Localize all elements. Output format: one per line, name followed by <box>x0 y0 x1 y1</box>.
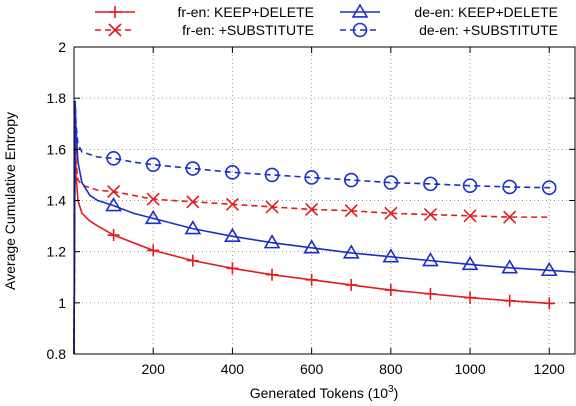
y-tick-label: 1.4 <box>47 193 67 209</box>
series-marker <box>503 294 516 307</box>
series-line <box>73 110 550 355</box>
y-tick-label: 2 <box>58 39 66 55</box>
series-marker <box>502 179 517 195</box>
series-marker <box>342 244 360 259</box>
series-marker <box>264 167 280 183</box>
series-marker <box>146 192 160 206</box>
series-marker <box>304 170 319 185</box>
y-tick-label: 0.8 <box>47 346 67 362</box>
series-marker <box>107 184 121 199</box>
series-marker <box>303 239 321 254</box>
legend-item: fr-en: +SUBSTITUTE <box>95 22 314 38</box>
series-marker <box>501 259 519 274</box>
series-marker <box>345 278 358 291</box>
series-marker <box>144 209 162 225</box>
series-marker <box>226 262 239 275</box>
series-marker <box>424 287 437 300</box>
legend-marker <box>351 3 369 18</box>
series-marker <box>186 195 200 209</box>
x-axis-label: Generated Tokens (103) <box>250 384 399 401</box>
legend-item: fr-en: KEEP+DELETE <box>95 4 314 20</box>
legend-marker <box>108 23 122 37</box>
ticks: 0.8 1 1.2 1.4 1.6 1.8 2 200 400 600 800 1000 1200 <box>47 39 575 377</box>
series-marker <box>343 172 359 188</box>
series-marker <box>422 252 439 267</box>
series-marker <box>105 197 123 212</box>
y-tick-label: 1.2 <box>47 244 67 260</box>
x-axis-label-text: Generated Tokens (10 <box>250 385 388 401</box>
legend: fr-en: KEEP+DELETE fr-en: +SUBSTITUTE de-e… <box>95 3 558 38</box>
x-tick-label: 800 <box>379 361 403 377</box>
series-2 <box>73 110 550 355</box>
y-tick-label: 1.8 <box>47 90 67 106</box>
series-marker <box>503 210 517 224</box>
plot-frame <box>73 46 576 355</box>
series-marker <box>344 204 358 218</box>
series-marker <box>423 208 438 222</box>
series-marker <box>463 209 477 223</box>
series-marker <box>263 234 281 249</box>
series-marker <box>384 284 397 297</box>
y-tick-label: 1.6 <box>47 141 67 157</box>
series-marker <box>225 197 239 211</box>
legend-marker <box>109 6 121 18</box>
series-line <box>73 103 576 355</box>
series-marker <box>305 273 318 286</box>
series-marker <box>225 165 240 180</box>
series-marker <box>265 200 279 214</box>
series-marker <box>464 291 477 304</box>
x-tick-label: 1000 <box>454 361 485 377</box>
x-tick-label: 600 <box>300 361 324 377</box>
legend-label: fr-en: KEEP+DELETE <box>177 4 314 20</box>
series-marker <box>540 261 558 277</box>
series-marker <box>543 297 556 310</box>
series-line <box>73 100 554 355</box>
series-marker <box>305 202 319 217</box>
legend-item: de-en: +SUBSTITUTE <box>340 22 558 38</box>
series-marker <box>224 227 241 243</box>
series-marker <box>185 161 201 176</box>
series-marker <box>461 255 479 271</box>
series-line <box>73 110 554 355</box>
x-axis-label-exponent: 3 <box>388 384 394 395</box>
series-marker <box>423 176 438 192</box>
series-marker <box>384 206 398 220</box>
x-tick-label: 200 <box>142 361 166 377</box>
series-marker <box>145 157 161 172</box>
series-layer <box>73 100 576 355</box>
x-tick-label: 400 <box>221 361 245 377</box>
y-axis-label: Average Cumulative Entropy <box>2 112 18 290</box>
series-marker <box>106 150 121 166</box>
series-4 <box>73 100 557 355</box>
series-marker <box>383 175 399 190</box>
series-marker <box>266 268 279 281</box>
series-marker <box>184 220 202 235</box>
series-marker <box>186 254 199 267</box>
series-marker <box>107 229 120 242</box>
legend-label: de-en: KEEP+DELETE <box>414 4 558 20</box>
grid <box>74 47 575 354</box>
x-tick-label: 1200 <box>534 361 565 377</box>
series-marker <box>382 248 400 263</box>
series-1 <box>73 110 556 355</box>
series-marker <box>462 178 478 193</box>
series-marker <box>147 244 160 257</box>
y-tick-label: 1 <box>58 295 66 311</box>
series-marker <box>541 180 557 196</box>
legend-label: de-en: +SUBSTITUTE <box>419 22 558 38</box>
x-axis-label-close: ) <box>394 385 399 401</box>
legend-marker <box>352 22 368 38</box>
legend-label: fr-en: +SUBSTITUTE <box>182 22 314 38</box>
legend-item: de-en: KEEP+DELETE <box>340 3 558 20</box>
series-3 <box>73 103 576 355</box>
